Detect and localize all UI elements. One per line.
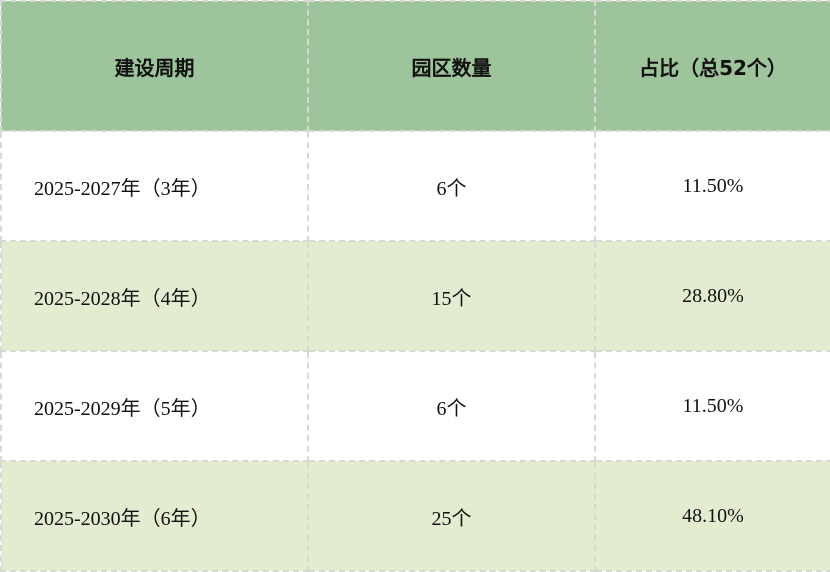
- cell-share: 28.80%: [594, 240, 830, 352]
- cell-share: 11.50%: [594, 350, 830, 462]
- table-row: 2025-2028年（4年） 15个 28.80%: [0, 240, 830, 352]
- table-row: 2025-2027年（3年） 6个 11.50%: [0, 130, 830, 242]
- cell-share: 48.10%: [594, 460, 830, 572]
- cell-share: 11.50%: [594, 130, 830, 242]
- header-row: 建设周期 园区数量 占比（总52个）: [0, 0, 830, 132]
- cell-period: 2025-2029年（5年）: [0, 350, 309, 462]
- header-count: 园区数量: [307, 0, 596, 132]
- cell-period: 2025-2030年（6年）: [0, 460, 309, 572]
- table-row: 2025-2030年（6年） 25个 48.10%: [0, 460, 830, 572]
- table-row: 2025-2029年（5年） 6个 11.50%: [0, 350, 830, 462]
- cell-count: 15个: [307, 240, 596, 352]
- header-share: 占比（总52个）: [594, 0, 830, 132]
- cell-count: 25个: [307, 460, 596, 572]
- header-period: 建设周期: [0, 0, 309, 132]
- cell-period: 2025-2027年（3年）: [0, 130, 309, 242]
- cell-count: 6个: [307, 130, 596, 242]
- cell-count: 6个: [307, 350, 596, 462]
- cell-period: 2025-2028年（4年）: [0, 240, 309, 352]
